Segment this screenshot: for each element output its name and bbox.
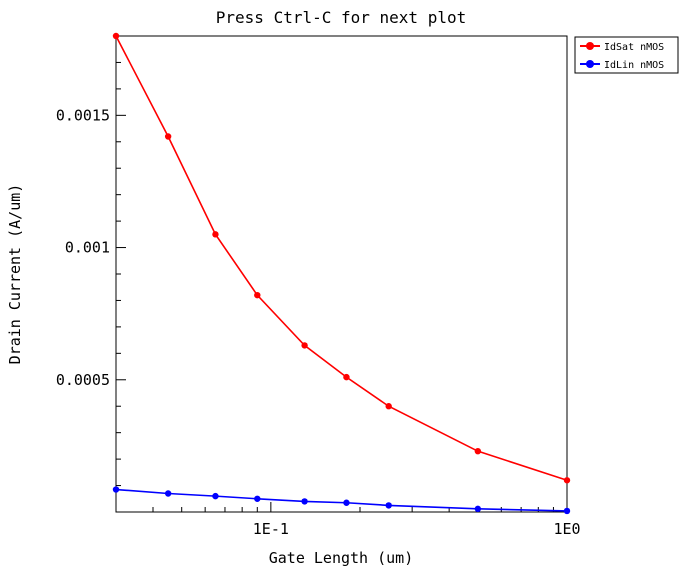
legend-swatch-marker bbox=[586, 42, 594, 50]
data-point bbox=[563, 507, 571, 515]
x-tick-label: 1E0 bbox=[553, 520, 580, 538]
data-point bbox=[343, 499, 350, 506]
data-point bbox=[254, 495, 261, 502]
plot-frame bbox=[115, 35, 568, 513]
data-point bbox=[212, 492, 219, 500]
data-point bbox=[563, 477, 571, 484]
x-axis-label: Gate Length (um) bbox=[269, 549, 414, 567]
data-point bbox=[385, 502, 392, 509]
series-layer bbox=[112, 32, 571, 515]
data-point bbox=[474, 505, 482, 513]
x-tick-label: 1E-1 bbox=[253, 520, 289, 538]
series-line bbox=[115, 35, 568, 482]
series-line bbox=[115, 488, 568, 512]
y-tick-label: 0.001 bbox=[65, 239, 110, 257]
y-axis-label: Drain Current (A/um) bbox=[6, 184, 24, 365]
data-point bbox=[254, 291, 261, 299]
data-point bbox=[112, 486, 120, 493]
legend-label: IdLin nMOS bbox=[604, 60, 664, 71]
ticks-layer: 0.0005 0.001 0.0015 1E-1 1E0 bbox=[56, 35, 581, 538]
chart-title: Press Ctrl-C for next plot bbox=[216, 8, 466, 27]
legend: IdSat nMOS IdLin nMOS bbox=[574, 36, 679, 74]
data-point bbox=[301, 342, 308, 349]
data-point bbox=[301, 498, 308, 505]
data-point bbox=[343, 373, 350, 381]
y-tick-label: 0.0005 bbox=[56, 371, 110, 389]
data-point bbox=[474, 447, 482, 455]
data-point bbox=[164, 133, 172, 140]
legend-label: IdSat nMOS bbox=[604, 42, 664, 53]
data-point bbox=[212, 231, 219, 238]
data-point bbox=[112, 32, 120, 40]
data-point bbox=[164, 490, 172, 497]
data-point bbox=[385, 403, 392, 410]
y-tick-label: 0.0015 bbox=[56, 106, 110, 124]
legend-swatch-marker bbox=[586, 60, 594, 68]
